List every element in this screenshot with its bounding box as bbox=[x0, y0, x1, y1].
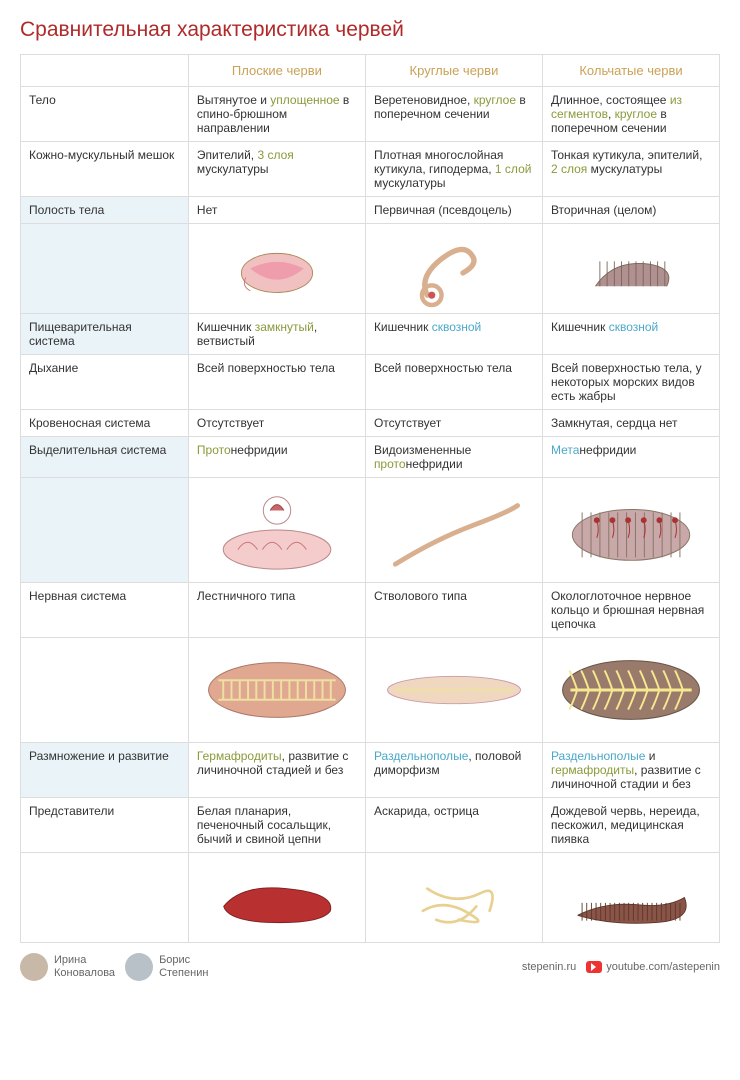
avatar bbox=[20, 953, 48, 981]
img-reps-round bbox=[365, 853, 542, 943]
cell-excret-ring: Метанефридии bbox=[542, 437, 719, 478]
cell-excret-round: Видоизмененные протонефридии bbox=[365, 437, 542, 478]
cell-digest-ring: Кишечник сквозной bbox=[542, 314, 719, 355]
img-reps-flat bbox=[188, 853, 365, 943]
cell-repro-ring: Раздельнополые и гермафродиты, развитие … bbox=[542, 743, 719, 798]
cell-reps-round: Аскарида, острица bbox=[365, 798, 542, 853]
cell-cavity-flat: Нет bbox=[188, 197, 365, 224]
img-nerve-ring bbox=[542, 638, 719, 743]
img-cavity-round bbox=[365, 224, 542, 314]
col-round: Круглые черви bbox=[365, 55, 542, 87]
page-title: Сравнительная характеристика червей bbox=[20, 18, 720, 42]
row-breath-label: Дыхание bbox=[21, 355, 189, 410]
cell-excret-flat: Протонефридии bbox=[188, 437, 365, 478]
cell-blood-round: Отсутствует bbox=[365, 410, 542, 437]
img-cavity-flat bbox=[188, 224, 365, 314]
row-body-label: Тело bbox=[21, 87, 189, 142]
author-1: ИринаКоновалова bbox=[20, 953, 115, 981]
cell-reps-ring: Дождевой червь, нереида, пескожил, медиц… bbox=[542, 798, 719, 853]
cell-body-flat: Вытянутое и уплощенное в спино-брюшном н… bbox=[188, 87, 365, 142]
row-blood-label: Кровеносная система bbox=[21, 410, 189, 437]
row-reps-label: Представители bbox=[21, 798, 189, 853]
youtube-link[interactable]: youtube.com/astepenin bbox=[586, 961, 720, 973]
img-excret-flat bbox=[188, 478, 365, 583]
cell-cavity-ring: Вторичная (целом) bbox=[542, 197, 719, 224]
row-nerve-label: Нервная система bbox=[21, 583, 189, 638]
youtube-icon bbox=[586, 961, 602, 973]
cell-blood-ring: Замкнутая, сердца нет bbox=[542, 410, 719, 437]
cell-breath-round: Всей поверхностью тела bbox=[365, 355, 542, 410]
cell-repro-flat: Гермафродиты, развитие с личиночной стад… bbox=[188, 743, 365, 798]
cell-digest-flat: Кишечник замкнутый, ветвистый bbox=[188, 314, 365, 355]
cell-cavity-round: Первичная (псевдоцель) bbox=[365, 197, 542, 224]
row-skin-label: Кожно-мускульный мешок bbox=[21, 142, 189, 197]
img-reps-ring bbox=[542, 853, 719, 943]
img-nerve-round bbox=[365, 638, 542, 743]
img-excret-ring bbox=[542, 478, 719, 583]
cell-nerve-round: Стволового типа bbox=[365, 583, 542, 638]
col-ring: Кольчатые черви bbox=[542, 55, 719, 87]
img-cavity-ring bbox=[542, 224, 719, 314]
img-nerve-flat bbox=[188, 638, 365, 743]
row-excret-label: Выделительная система bbox=[21, 437, 189, 478]
cell-body-ring: Длинное, состоящее из сегментов, круглое… bbox=[542, 87, 719, 142]
author-2: БорисСтепенин bbox=[125, 953, 208, 981]
avatar bbox=[125, 953, 153, 981]
cell-skin-round: Плотная многослойная кутикула, гиподерма… bbox=[365, 142, 542, 197]
col-flat: Плоские черви bbox=[188, 55, 365, 87]
row-cavity-label: Полость тела bbox=[21, 197, 189, 224]
row-repro-label: Размножение и развитие bbox=[21, 743, 189, 798]
cell-breath-flat: Всей поверхностью тела bbox=[188, 355, 365, 410]
img-excret-round bbox=[365, 478, 542, 583]
cell-skin-ring: Тонкая кутикула, эпителий, 2 слоя мускул… bbox=[542, 142, 719, 197]
row-digest-label: Пищеварительная система bbox=[21, 314, 189, 355]
cell-nerve-ring: Окологлоточное нервное кольцо и брюшная … bbox=[542, 583, 719, 638]
cell-breath-ring: Всей поверхностью тела, у некоторых морс… bbox=[542, 355, 719, 410]
cell-repro-round: Раздельнополые, половой диморфизм bbox=[365, 743, 542, 798]
footer: ИринаКоновалова БорисСтепенин stepenin.r… bbox=[20, 953, 720, 981]
cell-nerve-flat: Лестничного типа bbox=[188, 583, 365, 638]
comparison-table: Плоские черви Круглые черви Кольчатые че… bbox=[20, 54, 720, 943]
site-link[interactable]: stepenin.ru bbox=[522, 961, 576, 973]
cell-blood-flat: Отсутствует bbox=[188, 410, 365, 437]
cell-reps-flat: Белая планария, печеночный сосальщик, бы… bbox=[188, 798, 365, 853]
cell-skin-flat: Эпителий, 3 слоя мускулатуры bbox=[188, 142, 365, 197]
cell-digest-round: Кишечник сквозной bbox=[365, 314, 542, 355]
cell-body-round: Веретеновидное, круглое в поперечном сеч… bbox=[365, 87, 542, 142]
